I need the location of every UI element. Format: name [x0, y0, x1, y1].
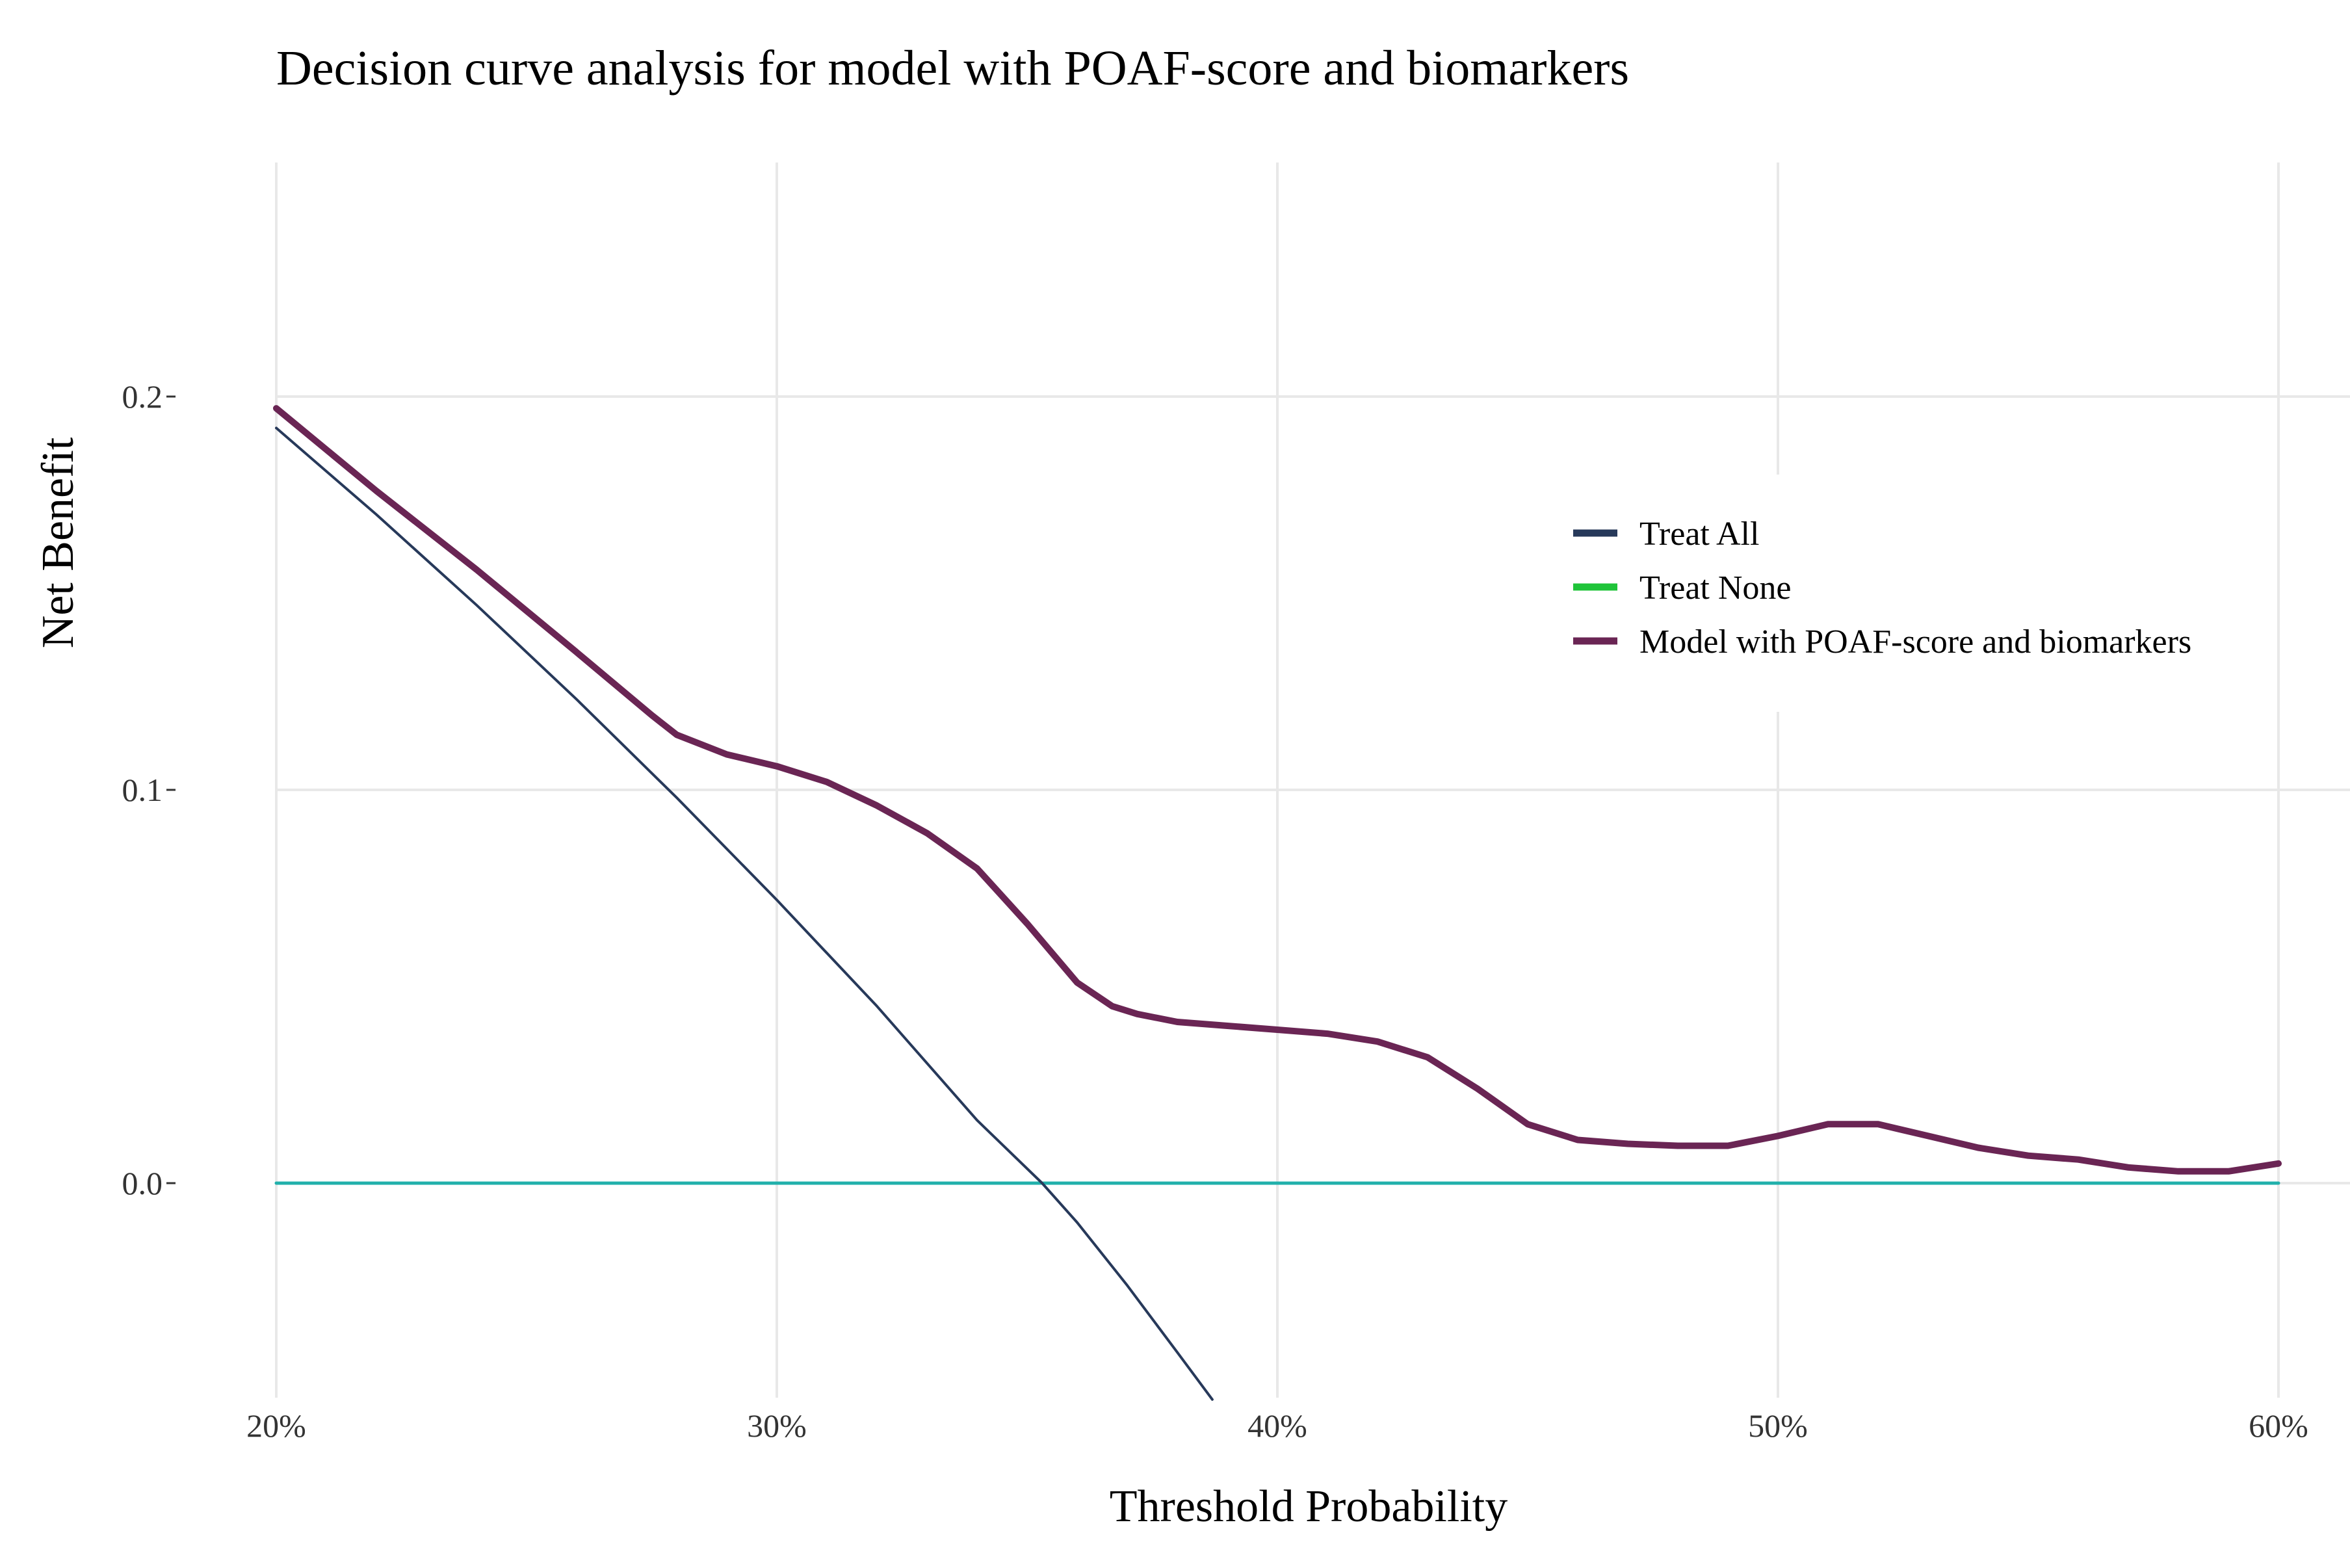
series-line-treat-all — [275, 426, 1214, 1401]
y-tick-label: 0.2 — [122, 378, 163, 415]
y-axis-title: Net Benefit — [33, 437, 83, 648]
y-tick-label: 0.1 — [122, 772, 163, 808]
chart-title: Decision curve analysis for model with P… — [276, 41, 1629, 96]
legend-label: Treat All — [1639, 516, 1759, 553]
x-tick-label: 50% — [1748, 1407, 1808, 1444]
x-tick-label: 30% — [747, 1407, 807, 1444]
x-tick-label: 40% — [1247, 1407, 1307, 1444]
legend-background — [1554, 475, 2223, 712]
legend-label: Treat None — [1639, 569, 1792, 607]
x-tick-label: 20% — [246, 1407, 306, 1444]
axes: 20% 30% 40% 50% 60% 0.0 0.1 0.2 — [122, 378, 2308, 1444]
x-tick-label: 60% — [2249, 1407, 2308, 1444]
legend: Treat All Treat None Model with POAF-score… — [1554, 475, 2223, 712]
series-line-model-with-poaf-score-and-biomarkers — [273, 405, 2282, 1175]
y-tick-label: 0.0 — [122, 1165, 163, 1201]
x-axis-title: Threshold Probability — [1110, 1482, 1508, 1532]
legend-label: Model with POAF-score and biomarkers — [1639, 623, 2191, 660]
series-lines — [273, 405, 2282, 1401]
